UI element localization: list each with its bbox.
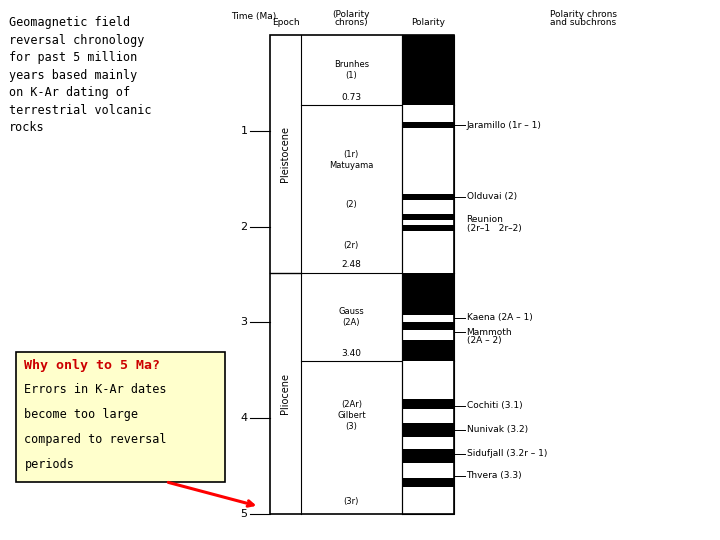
Text: Kaena (2A – 1): Kaena (2A – 1): [467, 313, 532, 322]
Bar: [270, 35, 454, 514]
Bar: [402, 225, 454, 231]
Text: Errors in K-Ar dates: Errors in K-Ar dates: [24, 383, 167, 396]
Bar: [402, 231, 454, 273]
Bar: [402, 449, 454, 463]
Bar: [402, 214, 454, 220]
Text: 4: 4: [240, 413, 248, 423]
Text: 2.48: 2.48: [341, 260, 361, 269]
Bar: [402, 315, 454, 321]
Text: (3r): (3r): [343, 497, 359, 506]
Bar: [402, 200, 454, 214]
Text: 1: 1: [240, 126, 248, 136]
Text: Gauss
(2A): Gauss (2A): [338, 307, 364, 327]
Bar: [402, 478, 454, 487]
Text: Geomagnetic field
reversal chronology
for past 5 million
years based mainly
on K: Geomagnetic field reversal chronology fo…: [9, 16, 151, 134]
Bar: [402, 330, 454, 340]
Text: 0.73: 0.73: [341, 93, 361, 102]
Bar: [402, 409, 454, 423]
Text: Brunhes
(1): Brunhes (1): [334, 60, 369, 80]
Text: (2): (2): [346, 200, 357, 209]
Text: Why only to 5 Ma?: Why only to 5 Ma?: [24, 359, 161, 372]
Text: 3: 3: [240, 318, 248, 327]
Bar: [402, 361, 454, 399]
Text: Pliocene: Pliocene: [281, 373, 290, 414]
Bar: [402, 340, 454, 361]
Bar: [16, 352, 225, 482]
Text: compared to reversal: compared to reversal: [24, 433, 167, 446]
Text: become too large: become too large: [24, 408, 138, 421]
Text: Polarity chrons: Polarity chrons: [549, 10, 617, 19]
Text: and subchrons: and subchrons: [550, 18, 616, 27]
Text: (2r–1   2r–2): (2r–1 2r–2): [467, 224, 521, 233]
Bar: [402, 35, 454, 105]
Bar: [402, 105, 454, 122]
Text: Jaramillo (1r – 1): Jaramillo (1r – 1): [467, 120, 541, 130]
Bar: [402, 487, 454, 514]
Text: Time (Ma): Time (Ma): [231, 11, 276, 21]
Bar: [402, 437, 454, 449]
Bar: [402, 423, 454, 437]
Text: Sidufjall (3.2r – 1): Sidufjall (3.2r – 1): [467, 449, 547, 458]
Bar: [402, 321, 454, 330]
Text: (1r)
Matuyama: (1r) Matuyama: [329, 150, 374, 170]
Bar: [402, 273, 454, 315]
Text: Thvera (3.3): Thvera (3.3): [467, 471, 522, 480]
Bar: [402, 128, 454, 194]
Text: Pleistocene: Pleistocene: [281, 126, 290, 182]
Bar: [402, 35, 454, 514]
Text: (2A – 2): (2A – 2): [467, 336, 501, 345]
Bar: [402, 194, 454, 200]
Text: Epoch: Epoch: [271, 18, 300, 27]
Text: Mammoth: Mammoth: [467, 328, 512, 336]
Text: (2r): (2r): [343, 241, 359, 251]
Text: chrons): chrons): [335, 18, 368, 27]
Text: Nunivak (3.2): Nunivak (3.2): [467, 426, 528, 434]
Text: (2Ar)
Gilbert
(3): (2Ar) Gilbert (3): [337, 400, 366, 431]
Text: Polarity: Polarity: [410, 18, 445, 27]
Text: periods: periods: [24, 458, 74, 471]
Text: 2: 2: [240, 222, 248, 232]
Text: Olduvai (2): Olduvai (2): [467, 192, 517, 201]
Text: 3.40: 3.40: [341, 348, 361, 357]
Text: 5: 5: [240, 509, 248, 519]
Text: Reunion: Reunion: [467, 215, 503, 225]
Bar: [402, 399, 454, 409]
Bar: [402, 463, 454, 478]
Text: Cochiti (3.1): Cochiti (3.1): [467, 401, 522, 410]
Bar: [402, 122, 454, 128]
Bar: [402, 220, 454, 225]
Text: (Polarity: (Polarity: [333, 10, 370, 19]
